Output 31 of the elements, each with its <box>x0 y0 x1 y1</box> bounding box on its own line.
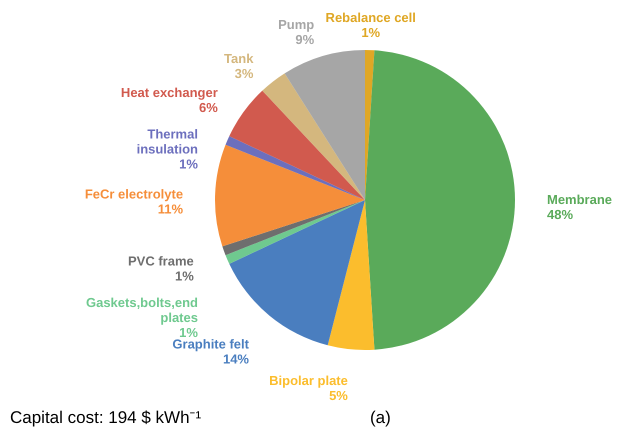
data-label: 5% <box>329 388 348 404</box>
slice-label: Membrane <box>547 192 612 207</box>
text: Capital cost: 194 $ kWh⁻¹ <box>10 408 202 427</box>
pie-slice <box>222 200 365 256</box>
pie-slice <box>262 73 365 200</box>
data-label: 14% <box>222 352 250 367</box>
data-label: 1% <box>174 268 194 284</box>
slice-label: Gaskets,bolts,end plates <box>86 295 198 326</box>
pie-slice <box>365 50 515 350</box>
data-label: 1% <box>179 156 198 172</box>
pie-slice <box>284 50 365 200</box>
slice-label: Thermal insulation <box>136 126 198 157</box>
pie-slice <box>226 200 365 264</box>
data-label: 3% <box>234 66 254 82</box>
data-label: 48% <box>547 207 574 222</box>
data-label: 11% <box>158 201 184 216</box>
pie-slice <box>226 136 365 200</box>
data-label: 6% <box>198 100 218 116</box>
slice-label: Bipolar plate <box>269 373 348 388</box>
pie-slice <box>328 200 374 350</box>
slice-label: Pump <box>278 17 314 32</box>
data-label: 1% <box>361 25 381 40</box>
slice-label: Rebalance cell <box>326 10 416 26</box>
slice-label: Heat exchanger <box>120 85 218 100</box>
pie-slice <box>215 144 365 246</box>
slice-label: Tank <box>224 51 254 66</box>
slice-label: PVC frame <box>128 254 194 269</box>
text: (a) <box>370 408 391 427</box>
data-label: 9% <box>295 32 315 48</box>
pie-slice <box>229 90 365 200</box>
slice-label: FeCr electrolyte <box>84 186 184 202</box>
